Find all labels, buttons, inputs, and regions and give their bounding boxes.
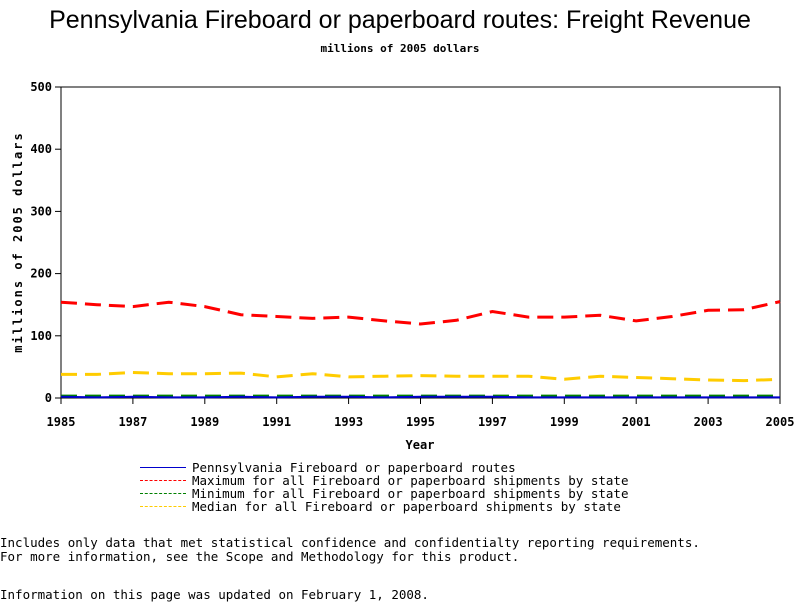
update-notice: Information on this page was updated on … — [0, 587, 429, 602]
series-line-3 — [61, 370, 781, 383]
x-tick-label: 2003 — [694, 415, 723, 429]
x-tick-label: 1993 — [334, 415, 363, 429]
legend: Pennsylvania Fireboard or paperboard rou… — [140, 460, 629, 514]
legend-item: Maximum for all Fireboard or paperboard … — [140, 473, 629, 488]
x-axis: 1985 1987 1989 1991 1993 1995 1997 1999 2001 2003… — [47, 398, 795, 429]
x-tick-label: 2005 — [766, 415, 795, 429]
y-tick-label: 100 — [30, 329, 52, 343]
y-tick-label: 500 — [30, 80, 52, 94]
y-tick-label: 0 — [45, 391, 52, 405]
x-tick-label: 1997 — [478, 415, 507, 429]
y-tick-label: 300 — [30, 204, 52, 218]
x-tick-label: 1995 — [406, 415, 435, 429]
y-tick-label: 200 — [30, 267, 52, 281]
x-axis-label: Year — [406, 438, 435, 452]
footnote-confidence: Includes only data that met statistical … — [0, 535, 700, 550]
y-tick-label: 400 — [30, 142, 52, 156]
plot-area — [60, 86, 781, 399]
x-tick-label: 1987 — [118, 415, 147, 429]
y-axis-label: millions of 2005 dollars — [11, 131, 25, 352]
series-lines — [60, 300, 781, 399]
x-tick-label: 1985 — [47, 415, 76, 429]
legend-label: Maximum for all Fireboard or paperboard … — [192, 473, 629, 488]
x-tick-label: 1991 — [262, 415, 291, 429]
legend-swatch-pennsylvania — [140, 467, 186, 468]
legend-label: Minimum for all Fireboard or paperboard … — [192, 486, 629, 501]
series-line-0 — [60, 395, 780, 399]
legend-label: Median for all Fireboard or paperboard s… — [192, 499, 621, 514]
footnote-methodology: For more information, see the Scope and … — [0, 549, 520, 564]
y-axis: 0 100 200 300 400 500 — [30, 80, 61, 405]
legend-swatch-minimum — [140, 493, 186, 494]
x-tick-label: 1989 — [190, 415, 219, 429]
legend-item: Median for all Fireboard or paperboard s… — [140, 499, 629, 514]
legend-swatch-median — [140, 506, 186, 507]
legend-swatch-maximum — [140, 480, 186, 481]
x-tick-label: 1999 — [550, 415, 579, 429]
x-tick-label: 2001 — [622, 415, 651, 429]
footnotes: Includes only data that met statistical … — [0, 536, 700, 564]
legend-item: Pennsylvania Fireboard or paperboard rou… — [140, 460, 629, 475]
series-line-1 — [60, 300, 781, 326]
chart-subtitle: millions of 2005 dollars — [320, 42, 480, 55]
legend-label: Pennsylvania Fireboard or paperboard rou… — [192, 460, 516, 475]
chart-title: Pennsylvania Fireboard or paperboard rou… — [49, 6, 751, 34]
legend-item: Minimum for all Fireboard or paperboard … — [140, 486, 629, 501]
